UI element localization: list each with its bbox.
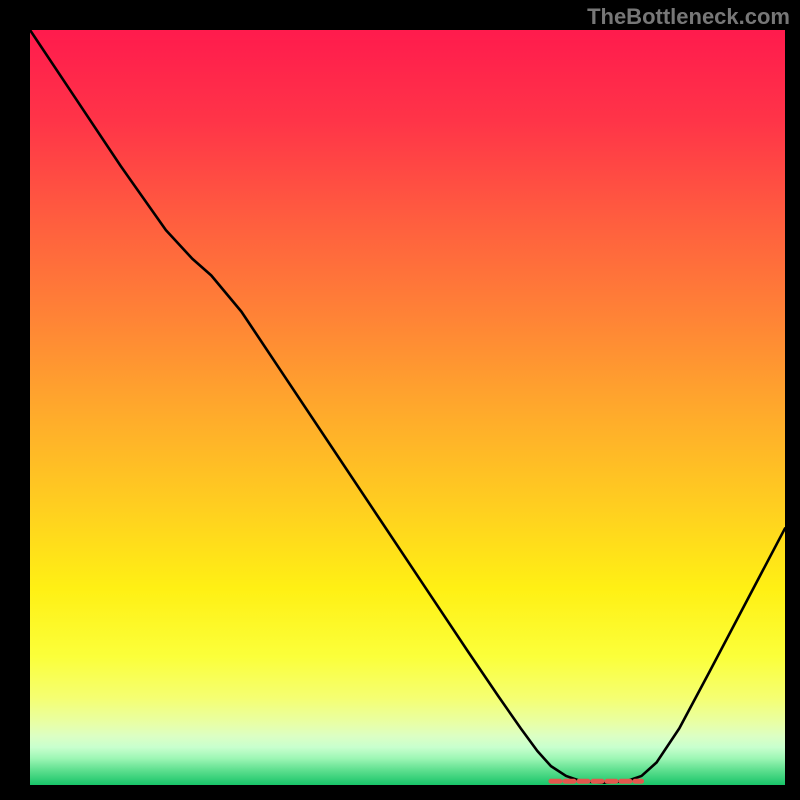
chart-container: TheBottleneck.com [0,0,800,800]
bottleneck-chart [0,0,800,800]
watermark-text: TheBottleneck.com [587,4,790,30]
plot-background [30,30,785,785]
